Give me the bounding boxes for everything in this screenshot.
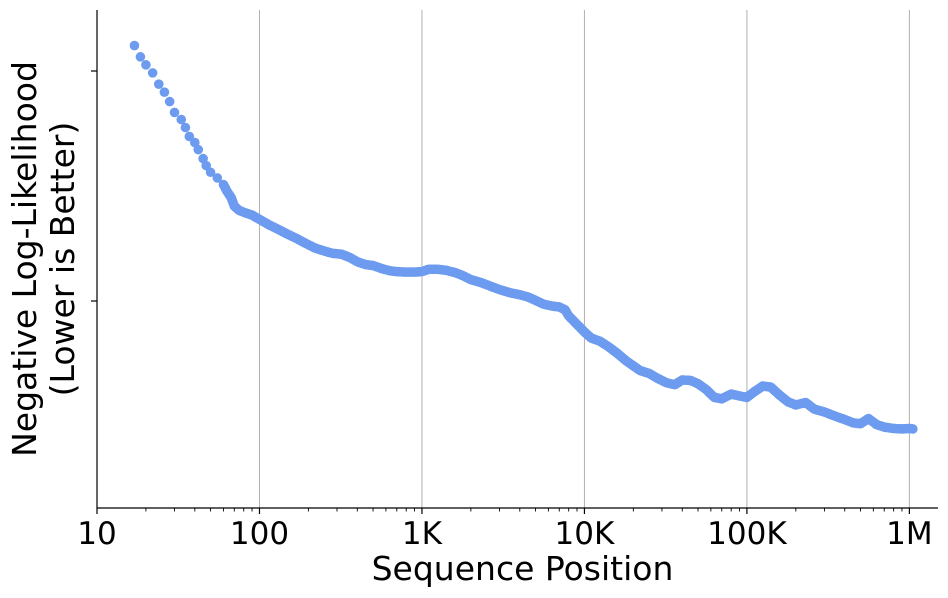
x-tick-label: 1K bbox=[402, 516, 443, 552]
data-point bbox=[212, 173, 223, 183]
x-tick-label: 10 bbox=[77, 516, 116, 552]
data-point bbox=[147, 68, 158, 78]
x-tick-label: 100 bbox=[230, 516, 289, 552]
data-point bbox=[129, 40, 140, 51]
data-point bbox=[176, 114, 187, 125]
data-point bbox=[141, 60, 151, 70]
x-tick-label: 1M bbox=[886, 516, 932, 552]
y-axis-title-line-1: Negative Log-Likelihood bbox=[5, 61, 44, 457]
data-point bbox=[159, 87, 170, 97]
y-axis-title-line-2: (Lower is Better) bbox=[43, 122, 82, 397]
data-point bbox=[153, 79, 164, 89]
x-axis-title: Sequence Position bbox=[372, 549, 674, 588]
data-point bbox=[135, 52, 146, 62]
grid-lines bbox=[258, 10, 910, 508]
y-axis-ticks bbox=[91, 70, 97, 302]
data-point bbox=[205, 167, 216, 178]
x-tick-label: 100K bbox=[707, 516, 787, 552]
x-axis-ticks: 10 100 1K 10K 100K 1M bbox=[77, 508, 933, 552]
data-point bbox=[180, 122, 191, 133]
axes bbox=[96, 10, 938, 509]
data-point bbox=[193, 144, 204, 155]
scatter-points bbox=[129, 40, 918, 434]
data-point bbox=[164, 96, 175, 107]
data-point bbox=[908, 424, 918, 434]
data-point bbox=[169, 107, 180, 118]
data-point bbox=[184, 131, 195, 142]
x-tick-label: 10K bbox=[555, 516, 615, 552]
